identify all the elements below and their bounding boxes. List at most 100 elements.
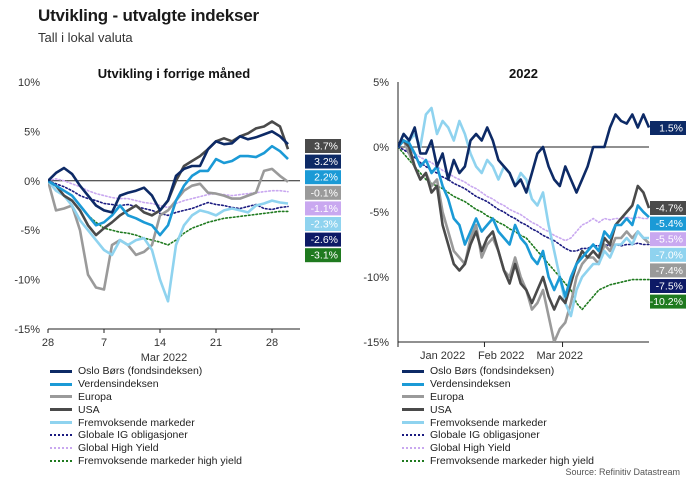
legend-swatch (50, 434, 72, 437)
series-line-8 (398, 146, 650, 311)
legend-swatch (50, 369, 72, 373)
end-label-box (305, 154, 341, 169)
legend-label: Fremvoksende markeder (78, 416, 195, 429)
legend-label: Oslo Børs (fondsindeksen) (430, 365, 555, 378)
end-label-box (650, 294, 686, 309)
end-label-box (305, 185, 341, 200)
chart-title: Utvikling i forrige måned (98, 66, 250, 81)
legend-item: Europa (402, 391, 594, 404)
y-tick-label: -10% (14, 275, 40, 287)
legend-label: USA (78, 403, 100, 416)
chart-2: 2022 -15% -10% -5% 0% 5% Jan 2022 Feb 2022 Mar 2… (363, 66, 686, 362)
legend-swatch (402, 447, 424, 450)
series-line-5 (398, 106, 649, 318)
end-label-box (650, 263, 686, 278)
series-line-6 (48, 180, 289, 217)
legend-swatch (50, 408, 72, 412)
series-line-3 (48, 167, 289, 291)
series-line-7 (398, 146, 650, 242)
legend-swatch (402, 459, 424, 462)
legend-label: Verdensindeksen (78, 378, 159, 391)
legend-item: Oslo Børs (fondsindeksen) (50, 365, 242, 378)
end-label-box (650, 121, 686, 135)
legend-label: Fremvoksende markeder high yield (430, 454, 594, 467)
legend-label: Fremvoksende markeder high yield (78, 454, 242, 467)
end-label: -10.2% (650, 296, 683, 308)
legend-label: Global High Yield (78, 442, 159, 455)
legend-item: Fremvoksende markeder (50, 416, 242, 429)
series-line-7 (48, 178, 289, 209)
series-line-2 (48, 144, 289, 237)
y-tick-label: 0% (373, 142, 389, 154)
legend-item: Verdensindeksen (50, 378, 242, 391)
series-line-3 (398, 139, 650, 342)
end-label-box (650, 247, 686, 262)
legend-label: Globale IG obligasjoner (78, 429, 188, 442)
legend-swatch (402, 395, 424, 399)
legend-item: Fremvoksende markeder high yield (50, 455, 242, 468)
legend-swatch (50, 459, 72, 462)
end-label: -3.1% (311, 250, 338, 262)
legend-item: Europa (50, 391, 242, 404)
legend-item: Oslo Børs (fondsindeksen) (402, 365, 594, 378)
legend-swatch (402, 408, 424, 412)
source-note: Source: Refinitiv Datastream (565, 467, 680, 477)
page-title: Utvikling - utvalgte indekser (38, 6, 259, 25)
series-line-2 (398, 139, 650, 298)
x-tick-label: 28 (266, 337, 278, 349)
y-tick-label: -5% (20, 225, 40, 237)
end-label-box (650, 216, 686, 231)
end-label-box (650, 232, 686, 247)
end-label: 2.2% (314, 172, 338, 184)
legend-label: Europa (430, 390, 464, 403)
end-label-box (305, 201, 341, 216)
legend-item: Global High Yield (402, 442, 594, 455)
x-tick-label: 14 (154, 337, 166, 349)
series-line-1 (398, 113, 651, 194)
legend-swatch (402, 434, 424, 437)
legend-label: Fremvoksende markeder (430, 416, 547, 429)
x-tick-label: Feb 2022 (478, 350, 524, 362)
legend-swatch (50, 421, 72, 425)
end-label: -7.0% (656, 249, 683, 261)
end-label: -0.1% (311, 187, 338, 199)
end-label: -4.7% (656, 203, 683, 215)
legend-swatch (402, 369, 424, 373)
end-label: -2.3% (311, 219, 338, 231)
series-line-4 (398, 139, 651, 311)
legend-item: USA (402, 403, 594, 416)
legend-swatch (402, 382, 424, 386)
y-tick-label: 0% (24, 176, 40, 188)
x-tick-label: Jan 2022 (420, 350, 465, 362)
chart-1: Utvikling i forrige måned -15% -10% -5% 0% 5%… (14, 66, 341, 364)
end-label: -5.5% (656, 234, 683, 246)
legend-label: Globale IG obligasjoner (430, 429, 540, 442)
legend-item: Fremvoksende markeder high yield (402, 455, 594, 468)
x-tick-label: 21 (210, 337, 222, 349)
end-label-box (650, 279, 686, 293)
end-label: 3.2% (314, 156, 338, 168)
page-subtitle: Tall i lokal valuta (38, 30, 133, 45)
legend-label: Europa (78, 390, 112, 403)
end-label-box (650, 201, 686, 215)
y-tick-label: 10% (18, 77, 40, 89)
end-label: -7.5% (656, 281, 683, 293)
y-tick-label: -5% (369, 207, 389, 219)
legend-item: Global High Yield (50, 442, 242, 455)
end-label-box (305, 248, 341, 263)
x-tick-label: 28 (42, 337, 54, 349)
y-tick-label: -15% (363, 337, 389, 349)
y-tick-label: 5% (24, 126, 40, 138)
y-tick-label: -10% (363, 272, 389, 284)
legend-label: Global High Yield (430, 442, 511, 455)
y-tick-label: 5% (373, 77, 389, 89)
end-label: -2.6% (311, 234, 338, 246)
legend-item: Globale IG obligasjoner (50, 429, 242, 442)
legend-swatch (50, 382, 72, 386)
end-label: 3.7% (314, 141, 338, 153)
legend-chart-2: Oslo Børs (fondsindeksen) Verdensindeksen… (402, 365, 594, 467)
end-label-box (305, 217, 341, 231)
end-label: -1.1% (311, 203, 338, 215)
end-label: 1.5% (659, 123, 683, 135)
